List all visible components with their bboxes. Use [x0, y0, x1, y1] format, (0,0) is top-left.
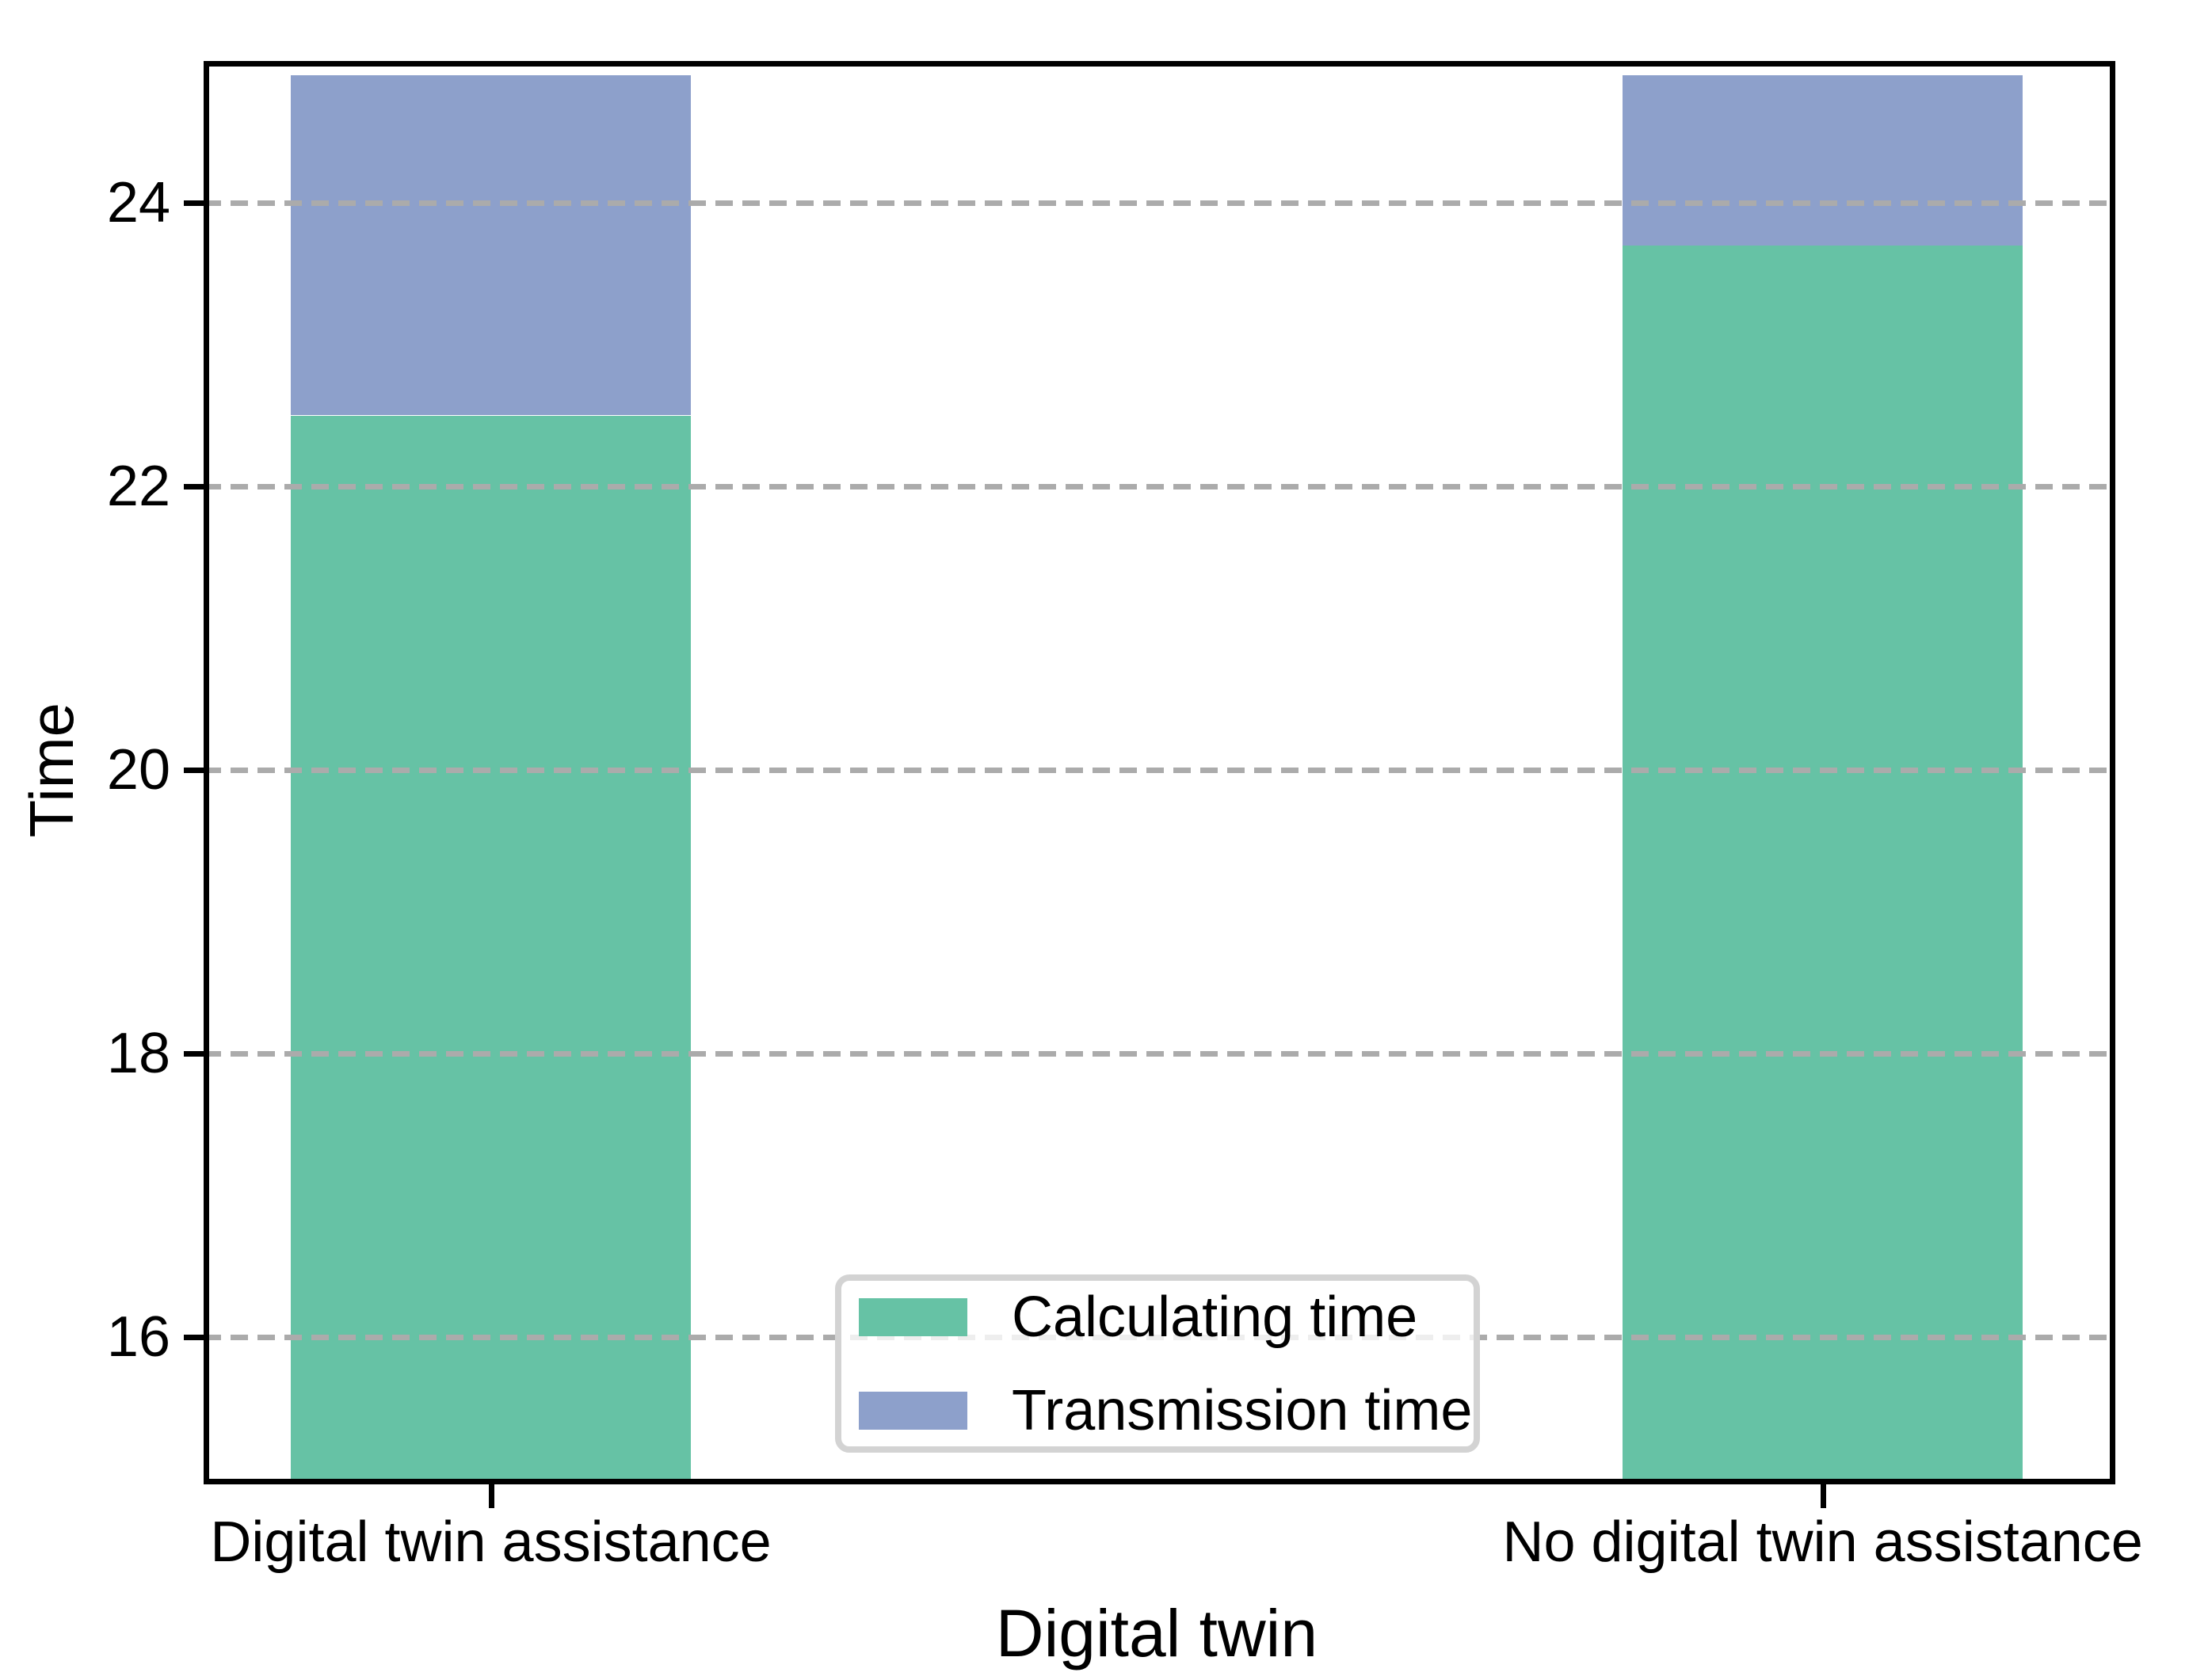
x-tick-mark-2 [1820, 1484, 1826, 1508]
right-spine [2110, 61, 2115, 1484]
y-tick-label-18: 18 [106, 1022, 170, 1085]
gridline-y18 [204, 1051, 2110, 1057]
gridline-y20 [204, 768, 2110, 773]
y-axis-label: Time [16, 702, 86, 838]
y-tick-mark-18 [184, 1051, 204, 1057]
left-spine [204, 61, 209, 1484]
y-tick-label-20: 20 [106, 738, 170, 802]
y-tick-mark-22 [184, 484, 204, 490]
legend-swatch-icon [859, 1391, 967, 1430]
legend-label: Calculating time [1012, 1285, 1418, 1349]
y-tick-mark-24 [184, 200, 204, 206]
y-tick-label-22: 22 [106, 455, 170, 518]
y-axis-label-box: Time [8, 61, 95, 1479]
legend-item-calculating-time: Calculating time [859, 1286, 1474, 1349]
x-tick-label-1: Digital twin assistance [210, 1510, 772, 1574]
y-tick-mark-20 [184, 768, 204, 773]
x-tick-label-2: No digital twin assistance [1502, 1510, 2143, 1574]
bottom-spine [204, 1479, 2115, 1484]
bar-1-calculating [291, 415, 692, 1479]
legend-swatch-icon [859, 1297, 967, 1336]
legend: Calculating time Transmission time [835, 1274, 1480, 1453]
bar-2-transmission [1623, 74, 2023, 246]
y-tick-label-16: 16 [106, 1305, 170, 1369]
bar-2-calculating [1623, 245, 2023, 1479]
top-spine [204, 61, 2115, 67]
gridline-y24 [204, 200, 2110, 206]
y-tick-mark-16 [184, 1335, 204, 1340]
gridline-y22 [204, 484, 2110, 490]
x-axis-label: Digital twin [995, 1596, 1318, 1670]
legend-item-transmission-time: Transmission time [859, 1379, 1474, 1442]
x-tick-mark-1 [488, 1484, 494, 1508]
bar-1-transmission [291, 74, 692, 416]
y-tick-label-24: 24 [106, 171, 170, 234]
legend-label: Transmission time [1012, 1378, 1473, 1442]
